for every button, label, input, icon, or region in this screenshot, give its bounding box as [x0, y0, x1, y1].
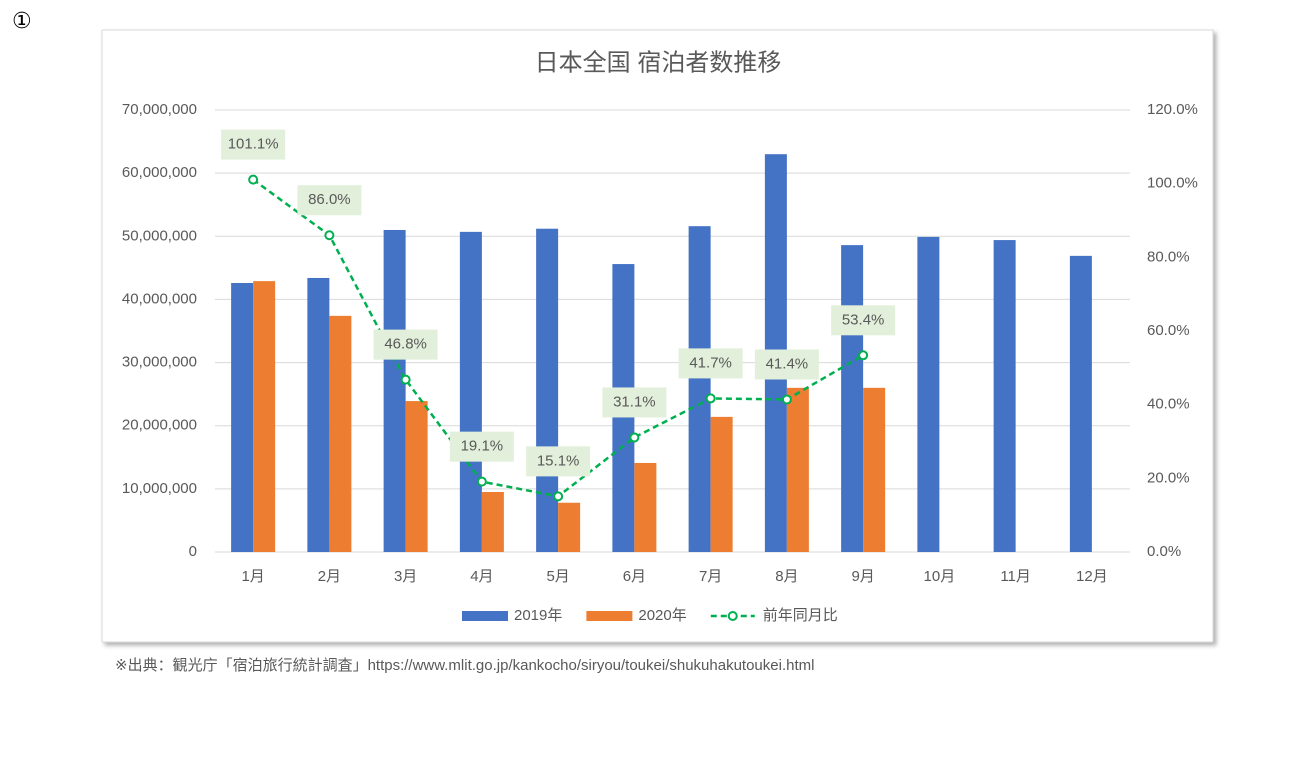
line-marker [476, 476, 487, 487]
y-tick-label: 20,000,000 [122, 417, 197, 434]
x-tick-label: 12月 [1076, 568, 1108, 585]
bar [253, 281, 276, 552]
x-tick-label: 4月 [470, 568, 493, 585]
data-label-box [831, 305, 896, 336]
bar [459, 231, 482, 552]
bar [329, 315, 352, 552]
y2-tick-label: 120.0% [1147, 101, 1198, 118]
legend-swatch [462, 611, 508, 621]
legend-label: 前年同月比 [763, 607, 838, 624]
x-tick-label: 6月 [623, 568, 646, 585]
x-tick-label: 1月 [241, 568, 264, 585]
bar [481, 492, 504, 552]
data-label: 86.0% [308, 191, 351, 208]
legend-label: 2019年 [514, 607, 562, 624]
line-marker [705, 393, 716, 404]
line-marker [324, 230, 335, 241]
x-tick-label: 3月 [394, 568, 417, 585]
bar [634, 462, 657, 552]
bar [558, 502, 581, 552]
figure-marker: ① [12, 8, 32, 33]
bar [786, 387, 809, 552]
legend-label: 2020年 [638, 607, 686, 624]
chart-title: 日本全国 宿泊者数推移 [535, 49, 782, 76]
chart-frame [101, 29, 1214, 643]
bar [1069, 255, 1092, 553]
line-marker [629, 432, 640, 443]
y2-tick-label: 20.0% [1147, 469, 1190, 486]
line-marker [858, 350, 869, 361]
y-tick-label: 50,000,000 [122, 227, 197, 244]
bar [307, 277, 330, 552]
y-tick-label: 0 [189, 543, 197, 560]
line-marker [400, 374, 411, 385]
y-tick-label: 70,000,000 [122, 101, 197, 118]
line-marker [248, 174, 259, 185]
data-label: 101.1% [228, 136, 279, 153]
legend-swatch [586, 611, 633, 621]
data-label-box [221, 129, 286, 160]
data-label-box [602, 387, 667, 418]
bar [536, 228, 559, 553]
data-label-box [449, 431, 514, 462]
data-label: 41.4% [766, 355, 809, 372]
x-tick-label: 7月 [699, 568, 722, 585]
y2-tick-label: 0.0% [1147, 543, 1181, 560]
bar [710, 416, 733, 552]
data-label-box [754, 349, 819, 380]
y-tick-label: 60,000,000 [122, 164, 197, 181]
data-label: 46.8% [384, 336, 427, 353]
bar [917, 236, 940, 552]
y2-tick-label: 100.0% [1147, 175, 1198, 192]
data-label: 15.1% [537, 452, 580, 469]
x-tick-label: 2月 [318, 568, 341, 585]
x-tick-label: 8月 [775, 568, 798, 585]
data-label-box [373, 329, 438, 360]
bar [841, 245, 864, 552]
y2-tick-label: 60.0% [1147, 322, 1190, 339]
y2-tick-label: 40.0% [1147, 396, 1190, 413]
bar [993, 240, 1016, 552]
data-label: 31.1% [613, 393, 656, 410]
x-tick-label: 10月 [924, 568, 956, 585]
y2-tick-label: 80.0% [1147, 248, 1190, 265]
y-tick-label: 40,000,000 [122, 290, 197, 307]
bar [863, 387, 886, 552]
data-label-box [678, 348, 743, 379]
bar [688, 226, 711, 552]
y-tick-label: 30,000,000 [122, 354, 197, 371]
data-label-box [297, 185, 362, 216]
data-label-box [526, 446, 591, 477]
source-note: ※出典：観光庁「宿泊旅行統計調査」https://www.mlit.go.jp/… [115, 657, 814, 674]
bar [405, 401, 428, 552]
legend-swatch-marker [727, 611, 738, 621]
bar [231, 283, 254, 552]
x-tick-label: 5月 [546, 568, 569, 585]
x-tick-label: 11月 [1000, 568, 1031, 585]
data-label: 19.1% [461, 438, 504, 455]
line-marker [781, 394, 792, 405]
y-tick-label: 10,000,000 [122, 480, 197, 497]
bar [383, 229, 406, 552]
data-label: 41.7% [689, 354, 732, 371]
data-label: 53.4% [842, 311, 885, 328]
line-marker [553, 491, 564, 502]
x-tick-label: 9月 [851, 568, 874, 585]
